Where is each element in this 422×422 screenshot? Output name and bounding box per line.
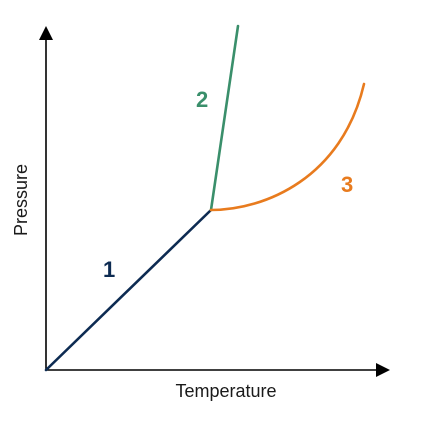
curve-3-label: 3 (341, 172, 353, 197)
curve-1-label: 1 (103, 257, 115, 282)
curve-2-label: 2 (196, 87, 208, 112)
x-axis-arrow-icon (376, 363, 390, 377)
curve-1-line (44, 208, 213, 372)
y-axis-arrow-icon (39, 26, 53, 40)
curve-3-line (209, 82, 366, 212)
y-axis-title: Pressure (11, 164, 31, 236)
curve-2-line (209, 24, 240, 212)
x-axis-title: Temperature (175, 381, 276, 401)
